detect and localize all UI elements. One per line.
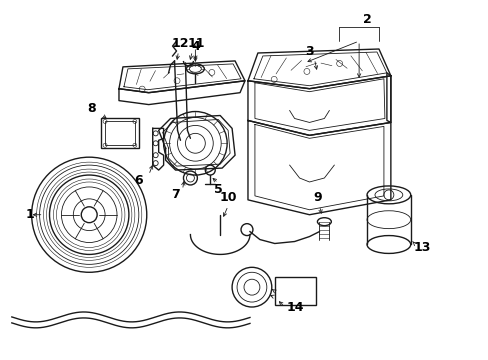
Text: 14: 14 (286, 301, 304, 314)
Bar (101, 118, 139, 148)
Text: 1: 1 (25, 208, 34, 221)
Text: 9: 9 (312, 192, 321, 204)
Text: 5: 5 (213, 184, 222, 197)
Text: 7: 7 (171, 188, 180, 201)
Text: 4: 4 (191, 40, 200, 53)
Text: 2: 2 (362, 13, 371, 26)
Text: 13: 13 (413, 241, 430, 254)
Text: 12: 12 (171, 37, 189, 50)
Text: 11: 11 (187, 37, 204, 50)
Text: 8: 8 (87, 102, 95, 115)
Text: 10: 10 (219, 192, 236, 204)
Text: 3: 3 (305, 45, 313, 58)
Text: 6: 6 (134, 174, 143, 186)
Bar (105, 121, 135, 145)
Bar (274, 277, 316, 305)
